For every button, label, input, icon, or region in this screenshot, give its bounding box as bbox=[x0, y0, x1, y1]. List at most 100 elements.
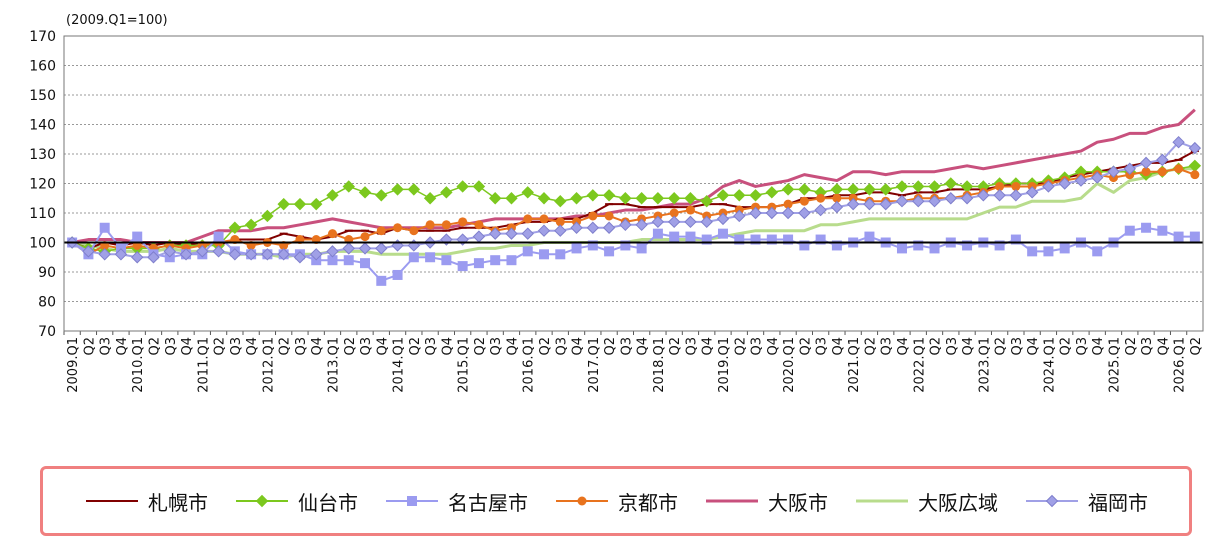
series-line bbox=[71, 108, 1196, 244]
legend-item: 京都市 bbox=[554, 487, 678, 516]
x-tick-label: Q3 bbox=[424, 337, 439, 356]
data-point bbox=[1059, 243, 1070, 254]
x-tick-label: Q3 bbox=[229, 337, 244, 356]
data-point bbox=[636, 243, 647, 254]
data-point bbox=[1009, 189, 1023, 202]
data-point bbox=[684, 215, 697, 229]
x-tick-label: Q3 bbox=[99, 337, 114, 356]
data-point bbox=[82, 245, 95, 258]
data-point bbox=[1058, 177, 1071, 190]
data-point bbox=[717, 228, 728, 239]
x-tick-label: Q4 bbox=[701, 337, 716, 356]
data-point bbox=[895, 180, 909, 193]
x-tick-label: Q2 bbox=[213, 337, 228, 356]
data-point bbox=[716, 189, 730, 202]
data-point bbox=[213, 231, 224, 242]
data-point bbox=[179, 248, 193, 261]
data-point bbox=[244, 218, 258, 232]
data-point bbox=[505, 192, 518, 205]
data-point bbox=[1173, 231, 1184, 242]
data-point bbox=[521, 186, 534, 199]
x-tick-label: 2012.Q1 bbox=[261, 337, 276, 393]
x-axis-ticks: 2009.Q1 Q2 Q3 Q4 2010.Q1 Q2 Q3 Q4 2011.Q1 Q2 Q3 Q4 2… bbox=[63, 331, 1204, 393]
legend-swatch bbox=[556, 496, 608, 506]
data-point bbox=[358, 242, 372, 255]
y-tick-label: 100 bbox=[29, 236, 56, 252]
data-point bbox=[1139, 156, 1153, 170]
data-point bbox=[912, 194, 925, 208]
x-tick-label: Q4 bbox=[1026, 337, 1041, 356]
x-tick-label: Q4 bbox=[1091, 337, 1106, 356]
data-point bbox=[473, 258, 484, 269]
legend-marker bbox=[255, 494, 269, 508]
data-point bbox=[960, 192, 974, 205]
data-point bbox=[1043, 246, 1054, 257]
x-tick-label: 2025.Q1 bbox=[1108, 337, 1123, 393]
series-line bbox=[71, 141, 1196, 259]
x-tick-label: 2020.Q1 bbox=[782, 337, 797, 393]
data-point bbox=[310, 197, 323, 211]
legend-item: 仙台市 bbox=[234, 487, 358, 516]
x-tick-label: Q4 bbox=[115, 337, 130, 356]
data-point bbox=[261, 209, 274, 223]
data-point bbox=[913, 240, 924, 251]
x-tick-label: Q3 bbox=[1075, 337, 1090, 356]
data-point bbox=[523, 214, 533, 224]
data-point bbox=[163, 245, 176, 258]
data-point bbox=[816, 193, 826, 203]
y-tick-label: 110 bbox=[29, 206, 56, 222]
data-point bbox=[846, 183, 860, 196]
x-tick-label: Q2 bbox=[1189, 337, 1204, 356]
series-福岡市 bbox=[65, 135, 1202, 264]
x-tick-label: Q3 bbox=[880, 337, 895, 356]
data-point bbox=[343, 255, 354, 266]
data-point bbox=[1010, 234, 1021, 245]
data-point bbox=[651, 215, 665, 229]
data-point bbox=[147, 251, 160, 264]
y-tick-label: 150 bbox=[29, 88, 56, 104]
legend-label: 名古屋市 bbox=[448, 490, 528, 515]
data-point bbox=[212, 245, 225, 258]
x-tick-label: Q4 bbox=[896, 337, 911, 356]
data-point bbox=[244, 248, 258, 261]
x-tick-label: Q2 bbox=[82, 337, 97, 356]
data-point bbox=[537, 224, 551, 237]
data-point bbox=[456, 180, 469, 193]
data-point bbox=[571, 243, 582, 254]
data-point bbox=[505, 227, 518, 240]
x-tick-label: Q3 bbox=[1010, 337, 1025, 356]
data-point bbox=[733, 189, 746, 202]
data-point bbox=[684, 192, 697, 205]
data-point bbox=[376, 226, 386, 236]
data-point bbox=[488, 192, 502, 205]
x-tick-label: Q2 bbox=[668, 337, 683, 356]
data-point bbox=[588, 211, 598, 221]
data-point bbox=[360, 258, 371, 269]
x-tick-label: 2018.Q1 bbox=[652, 337, 667, 393]
data-point bbox=[944, 177, 957, 190]
data-point bbox=[798, 183, 811, 196]
x-tick-label: Q3 bbox=[945, 337, 960, 356]
x-tick-label: 2013.Q1 bbox=[326, 337, 341, 393]
data-point bbox=[669, 208, 679, 218]
data-point bbox=[457, 261, 468, 272]
legend-marker bbox=[1045, 494, 1059, 508]
legend-swatch bbox=[856, 499, 908, 503]
data-point bbox=[342, 242, 355, 255]
data-point bbox=[700, 215, 713, 229]
legend-swatch bbox=[386, 496, 438, 506]
data-point bbox=[830, 200, 844, 214]
x-tick-label: Q3 bbox=[815, 337, 830, 356]
x-tick-label: Q2 bbox=[863, 337, 878, 356]
series-札幌市 bbox=[68, 150, 1199, 250]
y-tick-label: 80 bbox=[38, 295, 56, 311]
x-tick-label: Q3 bbox=[619, 337, 634, 356]
legend-item: 名古屋市 bbox=[384, 487, 528, 516]
data-point bbox=[131, 251, 144, 264]
data-point bbox=[1156, 153, 1169, 167]
x-tick-label: Q2 bbox=[538, 337, 553, 356]
data-point bbox=[667, 192, 681, 205]
data-point bbox=[864, 231, 875, 242]
x-tick-label: 2021.Q1 bbox=[847, 337, 862, 393]
